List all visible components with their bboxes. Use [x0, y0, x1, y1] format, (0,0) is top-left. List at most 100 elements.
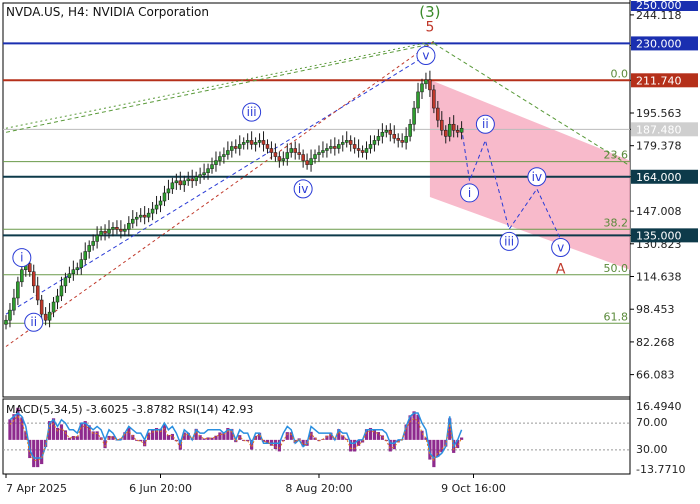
- candle-body: [293, 148, 297, 153]
- wave-label-circle: [551, 237, 571, 257]
- candle-body: [444, 130, 448, 137]
- fib-label: 50.0: [604, 262, 629, 275]
- price-tick-label: 66.083: [636, 369, 675, 382]
- candle-body: [384, 130, 389, 133]
- candle-body: [459, 128, 464, 133]
- macd-hist-bar: [424, 437, 428, 440]
- candle-body: [273, 152, 278, 157]
- macd-hist-bar: [440, 439, 444, 453]
- candle-body: [269, 148, 274, 153]
- candle-body: [95, 235, 99, 242]
- wave-label-circle: [242, 102, 262, 122]
- macd-hist-bar: [202, 438, 206, 440]
- top-price-tag: [631, 1, 698, 11]
- candle-body: [51, 301, 56, 313]
- wave-label: ii: [24, 312, 44, 332]
- candle-body: [79, 259, 84, 268]
- macd-hist-bar: [51, 418, 56, 440]
- candle-body: [99, 231, 103, 236]
- candle-body: [103, 231, 107, 234]
- fib-label: 0.0: [611, 67, 629, 80]
- wave-label: v: [551, 237, 571, 257]
- macd-hist-bar: [47, 421, 52, 440]
- candle-body: [277, 156, 282, 161]
- macd-hist-bar: [206, 437, 210, 440]
- macd-hist-bar: [20, 417, 24, 440]
- level-price-tag: [631, 36, 698, 51]
- candle-body: [368, 144, 373, 149]
- macd-hist-bar: [8, 419, 12, 440]
- trend-line-blue: [5, 55, 427, 315]
- price-tick-label: 179.378: [636, 140, 682, 153]
- macd-hist-bar: [325, 435, 329, 440]
- candle-body: [154, 204, 159, 210]
- candle-body: [325, 148, 329, 151]
- level-price-tag-label: 211.740: [636, 74, 682, 87]
- macd-hist-bar: [186, 432, 190, 440]
- candle-body: [83, 251, 87, 260]
- candle-body: [107, 229, 111, 234]
- macd-hist-bar: [83, 421, 87, 440]
- macd-hist-bar: [63, 430, 68, 440]
- candle-body: [178, 180, 183, 186]
- candle-body: [337, 144, 341, 149]
- candle-body: [43, 313, 48, 321]
- candle-body: [333, 146, 337, 149]
- candle-body: [214, 160, 218, 165]
- candle-body: [447, 123, 452, 137]
- candle-body: [281, 158, 286, 161]
- candle-body: [210, 164, 214, 169]
- candle-body: [356, 148, 361, 151]
- macd-hist-bar: [289, 432, 293, 440]
- candle-body: [47, 311, 52, 321]
- wave-label-circle: [24, 312, 44, 332]
- candle-body: [396, 138, 400, 141]
- macd-hist-bar: [71, 435, 75, 440]
- macd-hist-bar: [16, 407, 20, 440]
- macd-hist-bar: [372, 429, 377, 440]
- macd-hist-bar: [75, 436, 79, 440]
- wave-label-circle: [416, 46, 436, 66]
- macd-hist-bar: [127, 428, 131, 440]
- macd-hist-bar: [214, 435, 218, 440]
- macd-hist-bar: [329, 432, 333, 440]
- macd-hist-bar: [238, 435, 242, 440]
- macd-hist-bar: [158, 428, 163, 440]
- candle-body: [146, 212, 151, 218]
- level-price-tag-label: 135.000: [636, 229, 682, 242]
- wave-label: i: [12, 248, 32, 268]
- candle-body: [376, 136, 381, 141]
- candle-body: [75, 267, 80, 270]
- macd-hist-bar: [135, 439, 139, 441]
- macd-tick-label: 16.4940: [636, 400, 682, 413]
- macd-hist-bar: [408, 415, 412, 440]
- candle-body: [289, 148, 293, 153]
- macd-hist-bar: [32, 439, 36, 468]
- candle-body: [400, 140, 404, 143]
- candle-body: [392, 134, 397, 139]
- candle-body: [111, 227, 115, 230]
- macd-hist-bar: [55, 427, 60, 440]
- top-price-tag-label: 250.000: [636, 0, 682, 12]
- candle-body: [416, 91, 420, 109]
- macd-hist-bar: [87, 425, 91, 440]
- candle-body: [253, 142, 258, 145]
- candle-body: [245, 140, 250, 143]
- candle-body: [237, 144, 242, 149]
- wave-label-circle: [499, 231, 519, 251]
- forecast-wave-path: [461, 128, 562, 240]
- macd-hist-bar: [103, 439, 107, 449]
- wave-label: ii: [475, 114, 495, 134]
- macd-hist-bar: [218, 432, 222, 440]
- price-tick-label: 147.008: [636, 205, 682, 218]
- macd-hist-bar: [301, 439, 305, 447]
- candle-body: [285, 152, 290, 159]
- macd-hist-bar: [150, 429, 155, 440]
- candle-body: [432, 89, 436, 109]
- macd-hist-bar: [337, 429, 341, 440]
- wave-label: i: [460, 183, 480, 203]
- candle-body: [63, 277, 68, 287]
- macd-hist-bar: [364, 429, 369, 440]
- candle-body: [218, 156, 222, 161]
- wave-label-text: (3): [419, 3, 440, 21]
